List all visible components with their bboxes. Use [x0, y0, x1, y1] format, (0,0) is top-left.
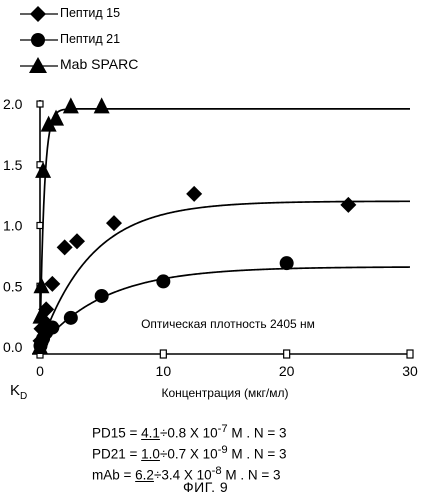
data-point-diamond — [106, 215, 122, 231]
data-point-diamond — [340, 197, 356, 213]
result-error: ÷0.7 X 10 — [160, 447, 218, 462]
data-point-triangle — [48, 110, 64, 126]
data-point-triangle — [94, 97, 110, 113]
result-value: 6.2 — [135, 468, 154, 483]
data-point-diamond — [186, 186, 202, 202]
results-block: PD15 = 4.1÷0.8 X 10-7 M . N = 3 PD21 = 1… — [92, 421, 287, 484]
figure-caption: ФИГ. 9 — [183, 479, 228, 495]
result-exponent: -7 — [218, 423, 228, 435]
result-label: PD15 = — [92, 426, 141, 441]
y-tick-mark — [37, 101, 43, 107]
y-tick-label: 0.5 — [3, 278, 23, 294]
result-label: mAb = — [92, 468, 135, 483]
data-point-circle — [64, 311, 78, 325]
result-label: PD21 = — [92, 447, 141, 462]
result-n: M . N = 3 — [228, 447, 287, 462]
result-n: M . N = 3 — [222, 468, 281, 483]
data-point-circle — [95, 289, 109, 303]
y-axis-label: KD — [10, 382, 27, 402]
result-exponent: -9 — [218, 444, 228, 456]
data-point-circle — [156, 274, 170, 288]
result-error: ÷0.8 X 10 — [160, 426, 218, 441]
result-exponent: -8 — [212, 465, 222, 477]
result-line-pd15: PD15 = 4.1÷0.8 X 10-7 M . N = 3 — [92, 421, 287, 442]
result-value: 4.1 — [141, 426, 160, 441]
x-tick-mark — [160, 350, 166, 358]
chart-annotation: Оптическая плотность 2405 нм — [141, 317, 315, 331]
result-line-pd21: PD21 = 1.0÷0.7 X 10-9 M . N = 3 — [92, 442, 287, 463]
result-n: M . N = 3 — [228, 426, 287, 441]
x-tick-label: 20 — [279, 363, 295, 379]
y-tick-label: 2.0 — [3, 96, 23, 112]
y-tick-label: 1.0 — [3, 218, 23, 234]
kd-subscript: D — [20, 391, 27, 402]
fit-curve-series-2 — [40, 267, 410, 347]
data-point-triangle — [63, 97, 79, 113]
x-tick-label: 10 — [156, 363, 172, 379]
x-tick-mark — [407, 350, 413, 358]
x-axis-label: Концентрация (мкг/мл) — [161, 386, 288, 400]
x-tick-label: 30 — [402, 363, 418, 379]
x-tick-mark — [284, 350, 290, 358]
y-tick-label: 1.5 — [3, 157, 23, 173]
kd-main: K — [10, 382, 20, 399]
fit-curve-series-3 — [40, 109, 410, 347]
data-point-circle — [280, 256, 294, 270]
x-tick-label: 0 — [36, 363, 44, 379]
y-tick-label: 0.0 — [3, 339, 23, 355]
result-value: 1.0 — [141, 447, 160, 462]
